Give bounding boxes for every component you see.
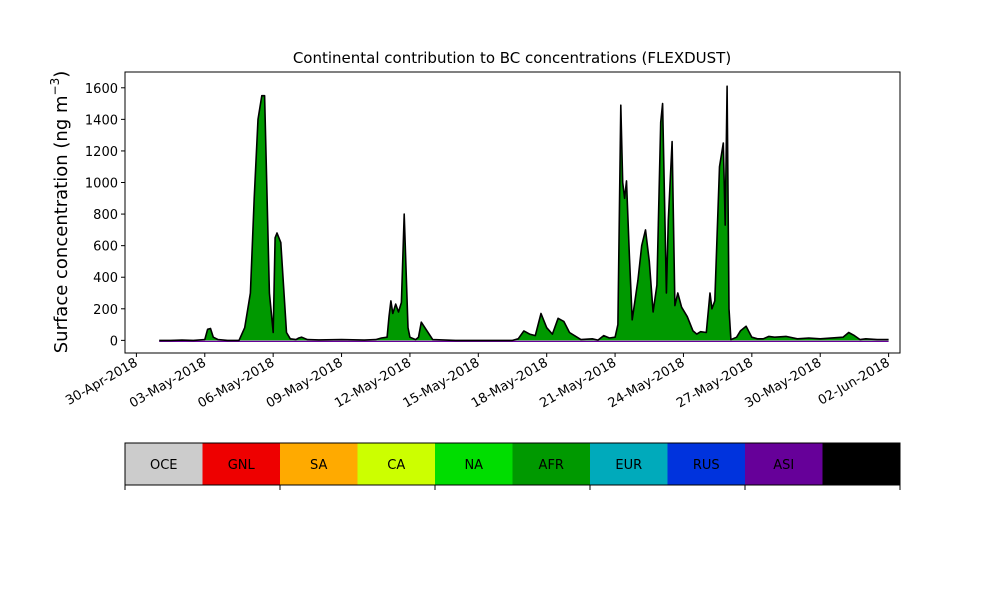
x-tick-label: 15-May-2018	[401, 355, 483, 411]
x-tick-label: 18-May-2018	[469, 355, 551, 411]
legend-label-na: NA	[464, 458, 483, 473]
legend-label-gnl: GNL	[228, 458, 256, 473]
y-tick-label: 1200	[85, 145, 118, 160]
legend-label-asi: ASI	[773, 458, 794, 473]
legend-swatch-rus	[667, 443, 746, 485]
series-total-outline	[159, 85, 889, 342]
legend-swatch-aus	[822, 443, 901, 485]
x-tick-label: 02-Jun-2018	[816, 355, 893, 408]
plot-area: 0 200 400 600 800 1000 1200 1400 1600 30-Apr-201…	[63, 71, 901, 411]
x-tick-label: 27-May-2018	[674, 355, 756, 411]
legend-swatch-oce	[125, 443, 203, 485]
x-tick-label: 03-May-2018	[127, 355, 209, 411]
series-area-fill	[159, 86, 889, 341]
legend-label-eur: EUR	[615, 458, 642, 473]
legend-swatch-gnl	[202, 443, 281, 485]
legend-label-afr: AFR	[539, 458, 564, 473]
legend-frame	[124, 442, 901, 486]
y-tick-label: 1400	[85, 113, 118, 128]
legend-label-oce: OCE	[150, 458, 178, 473]
x-tick-label: 24-May-2018	[606, 355, 688, 411]
chart-title: Continental contribution to BC concentra…	[293, 49, 731, 67]
legend-swatch-afr	[512, 443, 591, 485]
legend-swatch-ca	[357, 443, 436, 485]
y-axis-label-exponent: −3	[48, 78, 62, 96]
y-tick-label: 400	[93, 271, 118, 286]
legend-label-sa: SA	[310, 458, 327, 473]
x-tick-label: 21-May-2018	[537, 355, 619, 411]
x-tick-label: 30-May-2018	[743, 355, 825, 411]
y-tick-label: 1600	[85, 82, 118, 97]
x-tick-label: 06-May-2018	[195, 355, 277, 411]
x-tick-label: 12-May-2018	[332, 355, 414, 411]
x-axis-ticks: 30-Apr-201803-May-201806-May-201809-May-…	[63, 353, 893, 411]
y-tick-label: 1000	[85, 177, 118, 192]
series-layer	[159, 85, 889, 342]
y-axis-label-main: Surface concentration (ng m	[51, 95, 72, 353]
region-legend-colorbar: OCE GNL SA CA NA AFR EUR RUS ASI AUS	[124, 442, 901, 490]
legend-swatch-eur	[590, 443, 668, 485]
x-tick-label: 09-May-2018	[264, 355, 346, 411]
legend-label-aus: AUS	[848, 458, 875, 473]
legend-swatch-asi	[745, 443, 823, 485]
y-tick-label: 800	[93, 208, 118, 223]
y-tick-label: 0	[110, 334, 118, 349]
legend-label-rus: RUS	[693, 458, 720, 473]
legend-label-ca: CA	[387, 458, 405, 473]
y-axis-label-close: )	[51, 71, 72, 78]
legend-swatch-na	[435, 443, 513, 485]
y-axis-ticks: 0 200 400 600 800 1000 1200 1400 1600	[85, 82, 125, 349]
y-tick-label: 600	[93, 240, 118, 255]
plot-frame	[124, 71, 901, 354]
y-axis-label: Surface concentration (ng m−3)	[48, 71, 72, 354]
y-tick-label: 200	[93, 303, 118, 318]
legend-swatch-sa	[280, 443, 358, 485]
